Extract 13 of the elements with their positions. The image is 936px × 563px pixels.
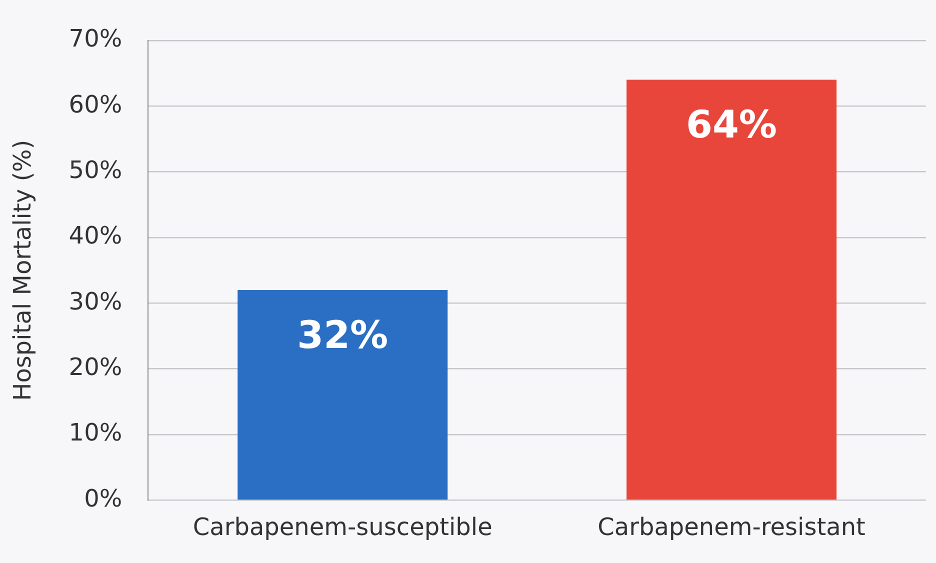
y-tick-label: 60%: [68, 90, 122, 118]
y-tick-label: 0%: [84, 484, 122, 512]
y-tick-label: 20%: [68, 353, 122, 382]
y-tick-label: 40%: [68, 222, 122, 250]
y-tick-label: 10%: [68, 418, 122, 447]
data-label: 32%: [297, 312, 388, 357]
y-axis-title: Hospital Mortality (%): [8, 140, 37, 401]
y-tick-label: 50%: [68, 156, 122, 184]
data-label: 64%: [686, 102, 778, 147]
y-tick-label: 70%: [68, 24, 122, 53]
x-tick-label: Carbapenem-susceptible: [192, 512, 492, 541]
y-tick-label: 30%: [68, 287, 122, 316]
x-tick-label: Carbapenem-resistant: [598, 512, 866, 541]
